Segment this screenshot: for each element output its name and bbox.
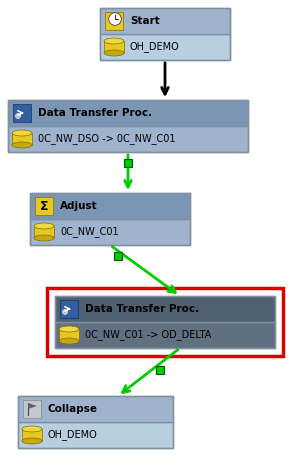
Bar [100, 8, 230, 34]
Ellipse shape [59, 326, 79, 332]
Text: Collapse: Collapse [48, 404, 98, 414]
Bar [18, 422, 173, 448]
Bar [104, 41, 124, 53]
Bar [59, 329, 79, 341]
Bar [22, 429, 42, 441]
Ellipse shape [22, 438, 42, 444]
Text: OH_DEMO: OH_DEMO [48, 429, 98, 440]
Ellipse shape [12, 130, 32, 136]
Bar [18, 396, 173, 422]
Bar [114, 252, 122, 260]
Ellipse shape [104, 38, 124, 44]
Bar [55, 322, 275, 348]
Bar [100, 34, 230, 60]
Bar [12, 133, 32, 145]
Ellipse shape [59, 338, 79, 344]
Circle shape [15, 113, 20, 119]
Bar [13, 104, 31, 122]
Bar [8, 100, 248, 152]
Bar [30, 193, 190, 245]
Bar [8, 126, 248, 152]
Text: Data Transfer Proc.: Data Transfer Proc. [38, 108, 152, 118]
Bar [100, 8, 230, 60]
Circle shape [109, 13, 121, 25]
Bar [124, 159, 132, 167]
Bar [156, 366, 164, 374]
Bar [8, 100, 248, 126]
Bar [55, 296, 275, 322]
Bar [35, 197, 53, 215]
Text: Start: Start [130, 16, 160, 26]
Ellipse shape [34, 223, 54, 229]
Ellipse shape [12, 142, 32, 148]
Ellipse shape [104, 50, 124, 56]
Text: 0C_NW_C01: 0C_NW_C01 [60, 227, 119, 238]
Bar [105, 12, 123, 30]
Bar [60, 300, 78, 318]
Ellipse shape [34, 235, 54, 241]
Bar [55, 296, 275, 348]
Ellipse shape [22, 426, 42, 432]
Text: 0C_NW_C01 -> OD_DELTA: 0C_NW_C01 -> OD_DELTA [85, 329, 211, 340]
Text: OH_DEMO: OH_DEMO [130, 41, 180, 52]
Circle shape [62, 309, 67, 315]
Bar [34, 226, 54, 238]
Bar [18, 396, 173, 448]
Text: Adjust: Adjust [60, 201, 98, 211]
Bar [47, 288, 283, 356]
Bar [30, 219, 190, 245]
Bar [30, 193, 190, 219]
Text: 0C_NW_DSO -> 0C_NW_C01: 0C_NW_DSO -> 0C_NW_C01 [38, 134, 176, 144]
Bar [23, 400, 41, 418]
Text: Data Transfer Proc.: Data Transfer Proc. [85, 304, 199, 314]
Text: Σ: Σ [40, 199, 48, 212]
Polygon shape [28, 403, 37, 409]
